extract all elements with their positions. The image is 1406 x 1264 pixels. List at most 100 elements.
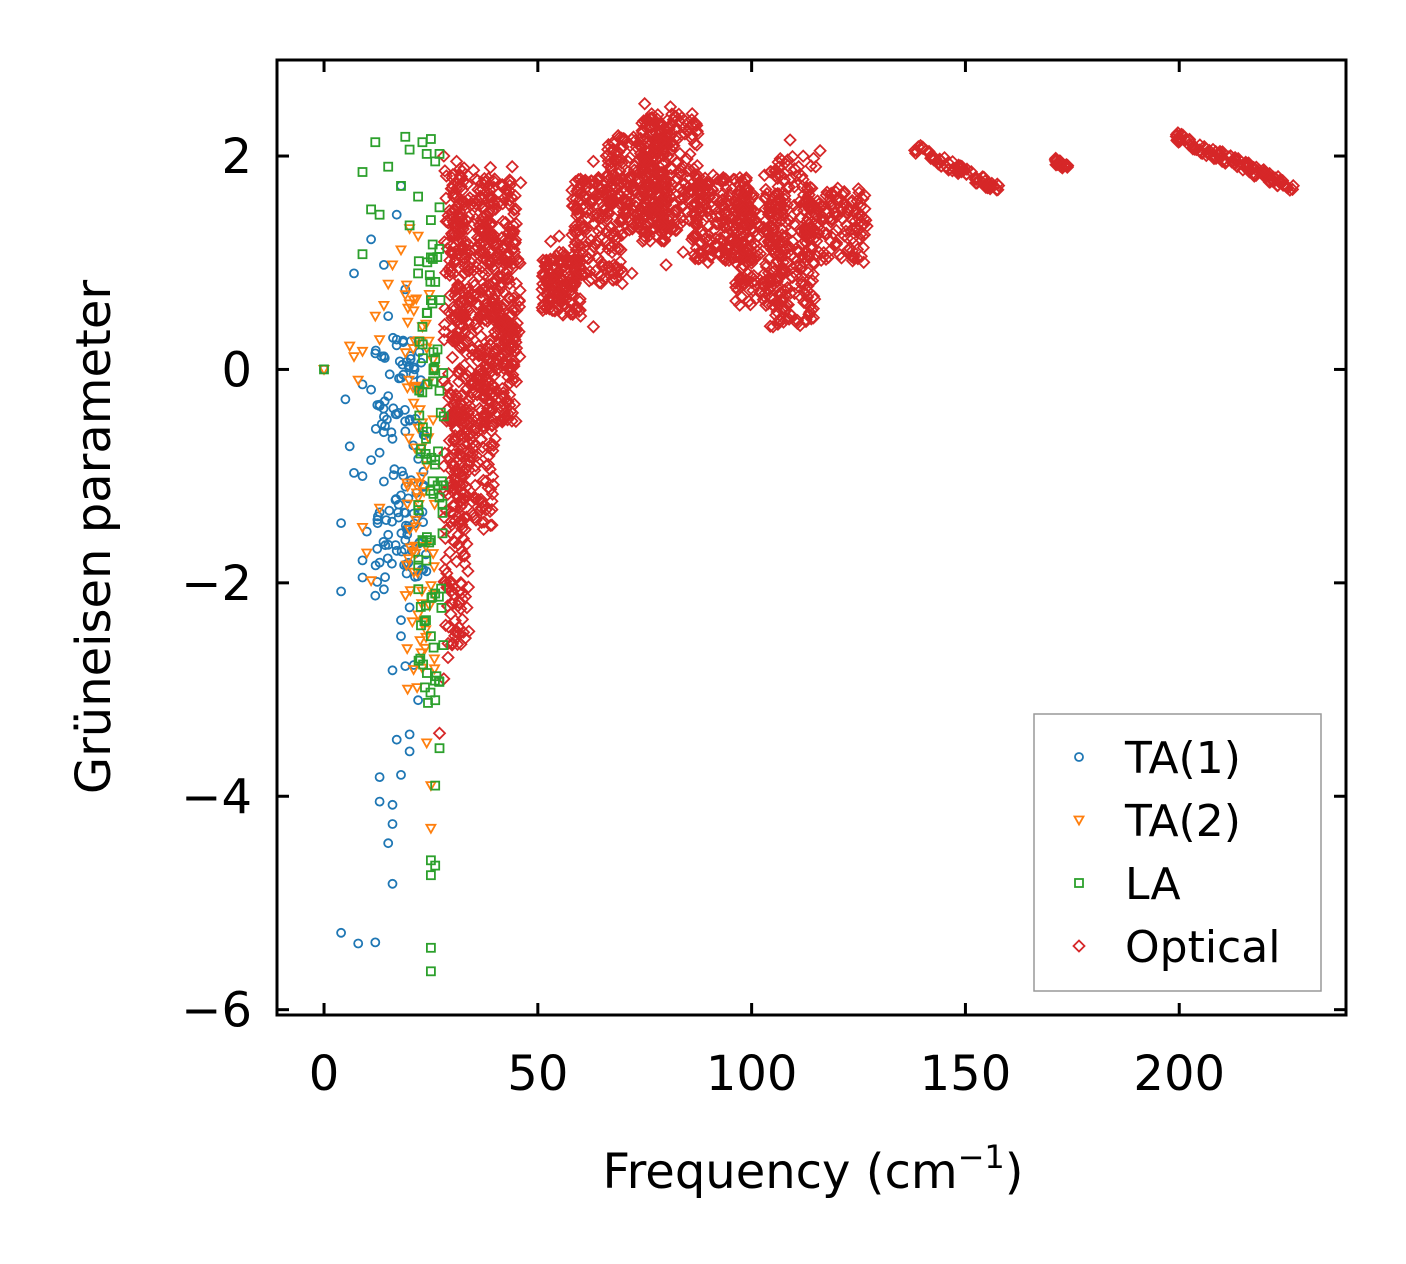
data-point (718, 253, 733, 267)
data-point (430, 860, 441, 871)
data-point (450, 509, 464, 524)
legend-item-la: LA (1074, 859, 1181, 910)
data-point (489, 236, 504, 250)
data-point (707, 191, 721, 205)
data-point (466, 194, 481, 208)
data-point (539, 301, 554, 316)
data-point (675, 111, 689, 125)
data-point (639, 208, 654, 222)
data-point (614, 131, 629, 146)
data-point (637, 96, 652, 111)
data-point (701, 228, 716, 243)
data-point (968, 176, 983, 190)
data-point (474, 432, 488, 447)
data-point (806, 289, 821, 303)
data-point (460, 600, 474, 615)
data-point (777, 172, 792, 187)
data-point (625, 266, 639, 281)
data-point (445, 181, 460, 195)
legend-marker (1074, 752, 1084, 762)
data-point (441, 620, 456, 634)
data-point (857, 188, 872, 203)
data-point (688, 115, 702, 130)
data-point (400, 416, 411, 427)
data-point (623, 173, 637, 187)
data-point (421, 615, 431, 626)
data-point (739, 273, 753, 287)
data-point (656, 234, 671, 248)
data-point (445, 204, 460, 219)
data-point (407, 398, 420, 410)
data-point (787, 250, 802, 265)
data-point (409, 515, 422, 527)
data-point (759, 182, 773, 197)
data-point (484, 418, 499, 432)
data-point (454, 232, 468, 247)
data-point (941, 156, 955, 170)
data-point (794, 260, 809, 275)
data-point (409, 478, 422, 490)
data-point (623, 138, 637, 153)
legend-item-ta-2-: TA(2) (1072, 796, 1241, 847)
data-point (462, 450, 477, 464)
data-point (796, 149, 810, 163)
data-point (771, 208, 785, 223)
data-point (378, 584, 389, 595)
data-point (564, 287, 578, 302)
data-point (690, 158, 705, 173)
data-point (745, 275, 759, 290)
data-point (475, 201, 490, 215)
data-point (420, 738, 433, 750)
data-point (434, 385, 445, 396)
data-point (1060, 159, 1075, 173)
data-point (569, 255, 583, 269)
data-point (765, 216, 780, 230)
data-point (582, 175, 596, 190)
data-point (804, 215, 819, 229)
data-point (665, 107, 679, 121)
data-point (780, 198, 794, 212)
data-point (683, 147, 697, 161)
data-point (422, 379, 433, 390)
legend-marker (1074, 878, 1084, 888)
data-point (845, 254, 860, 268)
data-point (728, 276, 743, 290)
data-point (501, 394, 515, 409)
data-point (541, 263, 555, 278)
data-point (704, 187, 718, 201)
data-point (408, 362, 419, 373)
data-point (691, 126, 705, 141)
data-point (806, 267, 820, 282)
data-point (370, 137, 381, 148)
data-point (489, 384, 504, 398)
data-point (400, 131, 411, 142)
data-point (476, 473, 491, 488)
data-point (391, 334, 402, 345)
data-point (572, 304, 586, 319)
data-point (625, 222, 640, 236)
data-point (455, 441, 470, 456)
data-point (465, 450, 480, 464)
data-point (336, 518, 347, 528)
data-point (774, 197, 789, 211)
data-point (1271, 169, 1285, 184)
data-point (460, 537, 474, 551)
x-tick-label: 50 (507, 1046, 568, 1102)
x-tick-label: 200 (1133, 1046, 1225, 1102)
data-point (404, 746, 415, 757)
data-point (591, 171, 606, 185)
data-point (669, 155, 684, 170)
data-point (475, 291, 489, 305)
data-point (366, 384, 377, 395)
data-point (396, 180, 406, 191)
data-point (637, 222, 651, 236)
data-point (1279, 180, 1294, 194)
data-point (661, 149, 675, 163)
data-point (488, 287, 503, 301)
data-point (420, 682, 430, 693)
data-point (736, 258, 751, 272)
data-point (776, 301, 791, 316)
data-point (417, 321, 428, 332)
data-point (788, 277, 802, 292)
data-point (434, 148, 445, 159)
